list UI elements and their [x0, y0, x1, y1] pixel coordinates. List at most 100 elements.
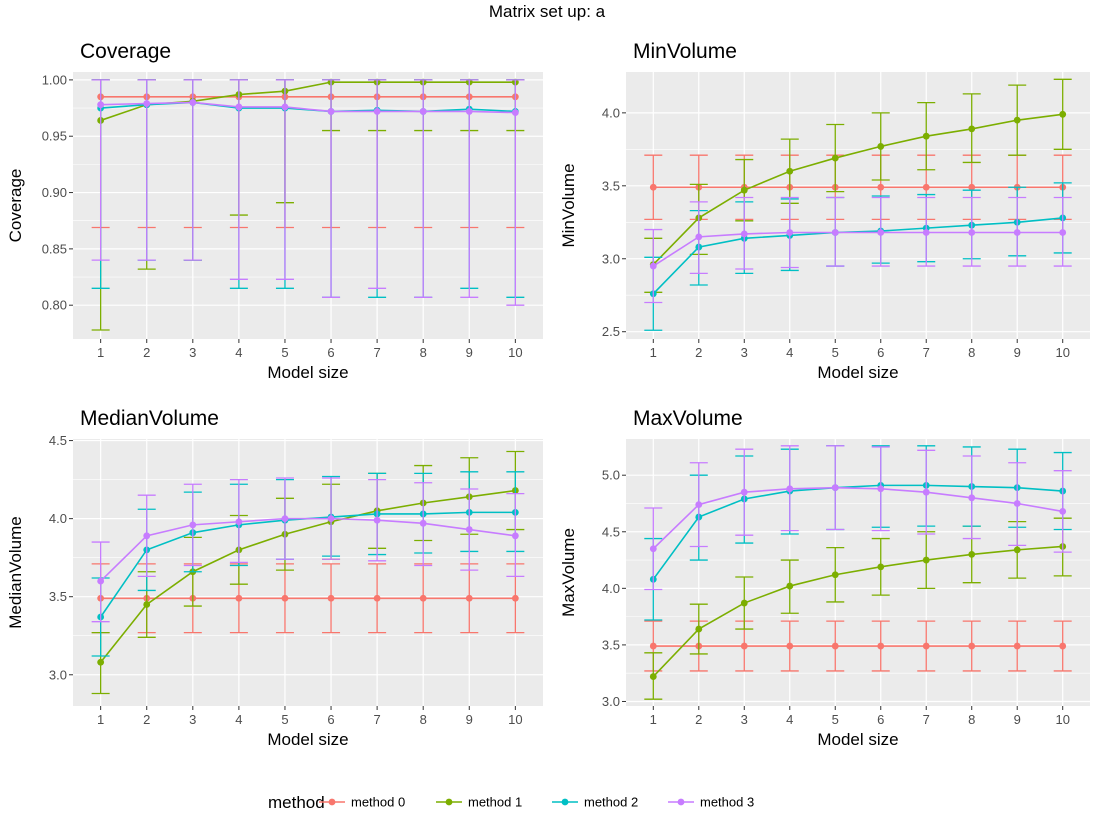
- data-point: [189, 99, 197, 106]
- error-bar: [137, 79, 156, 261]
- data-point: [786, 485, 794, 493]
- legend-key-point: [677, 798, 685, 806]
- x-tick-label: 6: [877, 345, 884, 360]
- x-tick-label: 1: [650, 712, 657, 727]
- panel-maxvolume: 3.0 3.5 4.0 4.5 5.0 1 2 3 4 5 6 7 8 9 10 MaxVolume Model…: [559, 407, 1090, 749]
- data-point: [419, 108, 427, 115]
- x-tick-label: 8: [420, 712, 427, 727]
- data-point: [786, 229, 794, 236]
- y-tick-label: 4.0: [602, 581, 620, 596]
- data-point: [877, 563, 885, 571]
- data-point: [465, 108, 473, 115]
- panel-title: MedianVolume: [80, 407, 219, 430]
- data-point: [511, 109, 519, 116]
- x-axis-label: Model size: [267, 730, 348, 749]
- data-point: [1013, 116, 1021, 124]
- y-axis-label: Coverage: [6, 169, 25, 243]
- legend-item-method-2: method 2: [552, 795, 638, 810]
- x-tick-label: 2: [695, 345, 702, 360]
- legend-key-point: [328, 798, 336, 806]
- y-tick-label: 3.5: [602, 178, 620, 193]
- error-bar: [229, 79, 248, 280]
- data-point: [235, 594, 243, 602]
- panel-background: [626, 72, 1090, 339]
- y-tick-label: 4.0: [602, 105, 620, 120]
- data-point: [1059, 508, 1067, 515]
- x-tick-label: 4: [235, 345, 242, 360]
- data-point: [831, 229, 839, 236]
- x-tick-label: 2: [143, 712, 150, 727]
- series-line: [652, 484, 1063, 580]
- x-tick-label: 7: [923, 712, 930, 727]
- data-point: [877, 229, 885, 236]
- data-point: [831, 571, 839, 579]
- data-point: [97, 101, 105, 109]
- y-tick-label: 3.5: [602, 637, 620, 652]
- x-tick-label: 7: [923, 345, 930, 360]
- legend-label: method 0: [351, 795, 405, 810]
- y-axis-label: MedianVolume: [6, 516, 25, 628]
- data-point: [143, 100, 151, 107]
- x-tick-label: 6: [877, 712, 884, 727]
- data-point: [968, 642, 976, 650]
- series-method-3: [91, 79, 525, 306]
- series-line: [652, 545, 1063, 678]
- data-point: [649, 642, 657, 650]
- data-point: [235, 103, 243, 111]
- y-axis-label: MinVolume: [559, 163, 578, 247]
- data-point: [419, 594, 427, 602]
- legend-item-method-3: method 3: [668, 795, 754, 810]
- x-tick-label: 9: [466, 712, 473, 727]
- x-tick-label: 3: [741, 345, 748, 360]
- legend-key-point: [445, 798, 453, 806]
- data-point: [97, 577, 105, 585]
- x-tick-label: 8: [968, 345, 975, 360]
- data-point: [373, 516, 381, 524]
- data-point: [877, 642, 885, 650]
- x-tick-label: 8: [968, 712, 975, 727]
- y-tick-label: 0.85: [42, 241, 67, 256]
- data-point: [1059, 110, 1067, 118]
- x-tick-label: 1: [650, 345, 657, 360]
- panel-title: MaxVolume: [633, 407, 743, 430]
- data-point: [695, 233, 703, 241]
- data-point: [1059, 642, 1067, 650]
- data-point: [235, 518, 243, 526]
- x-tick-label: 2: [143, 345, 150, 360]
- data-point: [695, 625, 703, 633]
- data-point: [968, 494, 976, 502]
- y-axis-label: MaxVolume: [559, 528, 578, 617]
- legend-item-method-0: method 0: [319, 795, 405, 810]
- legend-label: method 2: [584, 795, 638, 810]
- x-tick-label: 4: [786, 345, 793, 360]
- x-tick-label: 1: [97, 345, 104, 360]
- data-point: [786, 167, 794, 175]
- x-axis-label: Model size: [267, 363, 348, 382]
- series-method-3: [91, 477, 525, 623]
- data-point: [511, 594, 519, 602]
- data-point: [922, 488, 930, 496]
- data-point: [740, 599, 748, 607]
- data-point: [327, 594, 335, 602]
- data-point: [922, 183, 930, 191]
- legend-title: method: [268, 793, 325, 812]
- y-tick-label: 2.5: [602, 324, 620, 339]
- x-tick-label: 3: [741, 712, 748, 727]
- data-point: [968, 183, 976, 191]
- legend-label: method 3: [700, 795, 754, 810]
- error-bar: [414, 79, 433, 298]
- data-point: [465, 526, 473, 533]
- data-point: [281, 103, 289, 111]
- data-point: [740, 186, 748, 194]
- y-tick-label: 1.00: [42, 72, 67, 87]
- legend: method method 0 method 1 method 2 method 3: [268, 793, 754, 812]
- y-tick-label: 4.5: [49, 433, 67, 448]
- x-tick-label: 10: [508, 712, 522, 727]
- y-tick-label: 0.95: [42, 129, 67, 144]
- data-point: [281, 594, 289, 602]
- data-point: [373, 108, 381, 115]
- x-tick-label: 7: [374, 345, 381, 360]
- y-tick-label: 3.0: [49, 667, 67, 682]
- x-tick-label: 6: [327, 345, 334, 360]
- data-point: [649, 673, 657, 680]
